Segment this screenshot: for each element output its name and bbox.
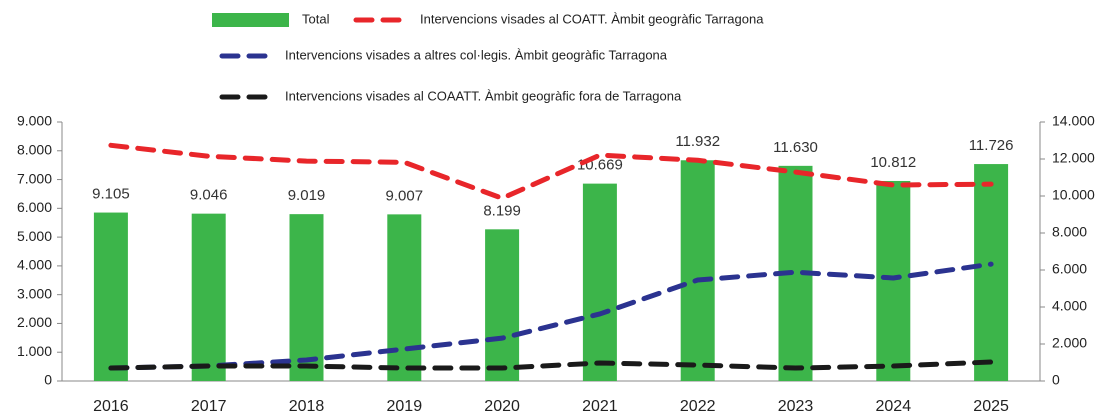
legend-swatch: [212, 13, 289, 27]
legend-label: Total: [302, 11, 330, 26]
x-tick-label: 2021: [582, 398, 618, 415]
y-tick-label: 8.000: [17, 141, 52, 157]
y-tick-label: 4.000: [17, 257, 52, 273]
bar: [289, 214, 324, 381]
y2-tick-label: 0: [1052, 372, 1060, 388]
y2-tick-label: 4.000: [1052, 298, 1087, 314]
bar: [680, 160, 715, 381]
line: [108, 359, 994, 371]
legend-label: Intervencions visades al COAATT. Àmbit g…: [285, 88, 682, 103]
y2-tick-label: 8.000: [1052, 224, 1087, 240]
value-label: 9.019: [288, 187, 326, 204]
y2-tick-label: 6.000: [1052, 261, 1087, 277]
value-label: 11.630: [773, 139, 818, 156]
y-tick-label: 0: [44, 372, 52, 388]
bar: [191, 213, 226, 381]
x-tick-label: 2018: [289, 398, 325, 415]
y2-tick-label: 14.000: [1052, 113, 1095, 129]
y-tick-label: 2.000: [17, 314, 52, 330]
legend-label: Intervencions visades a altres col·legis…: [285, 47, 668, 62]
bar: [93, 212, 128, 381]
y2-tick-label: 10.000: [1052, 187, 1095, 203]
value-label: 8.199: [483, 202, 521, 219]
value-label: 9.105: [92, 186, 130, 203]
y-tick-label: 9.000: [17, 113, 52, 129]
x-tick-label: 2016: [93, 398, 129, 415]
x-tick-label: 2025: [973, 398, 1009, 415]
value-label: 11.932: [675, 133, 720, 150]
bar: [582, 183, 617, 381]
x-tick-label: 2022: [680, 398, 716, 415]
value-label: 9.007: [386, 187, 424, 204]
line: [108, 261, 994, 371]
y-tick-label: 5.000: [17, 228, 52, 244]
value-label: 10.812: [870, 154, 916, 171]
y-tick-label: 6.000: [17, 199, 52, 215]
y-tick-label: 7.000: [17, 170, 52, 186]
bar: [387, 214, 422, 381]
line: [108, 142, 994, 201]
value-label: 9.046: [190, 187, 228, 204]
bar: [974, 164, 1009, 381]
value-label: 10.669: [577, 157, 623, 174]
x-tick-label: 2020: [484, 398, 520, 415]
legend-label: Intervencions visades al COATT. Àmbit ge…: [420, 11, 764, 26]
y2-tick-label: 2.000: [1052, 335, 1087, 351]
x-tick-label: 2023: [778, 398, 814, 415]
x-tick-label: 2024: [876, 398, 912, 415]
value-label: 11.726: [969, 137, 1014, 154]
y-tick-label: 1.000: [17, 343, 52, 359]
bar: [485, 229, 520, 381]
y-tick-label: 3.000: [17, 285, 52, 301]
x-tick-label: 2019: [387, 398, 423, 415]
bar: [876, 180, 911, 381]
y2-tick-label: 12.000: [1052, 150, 1095, 166]
x-tick-label: 2017: [191, 398, 227, 415]
